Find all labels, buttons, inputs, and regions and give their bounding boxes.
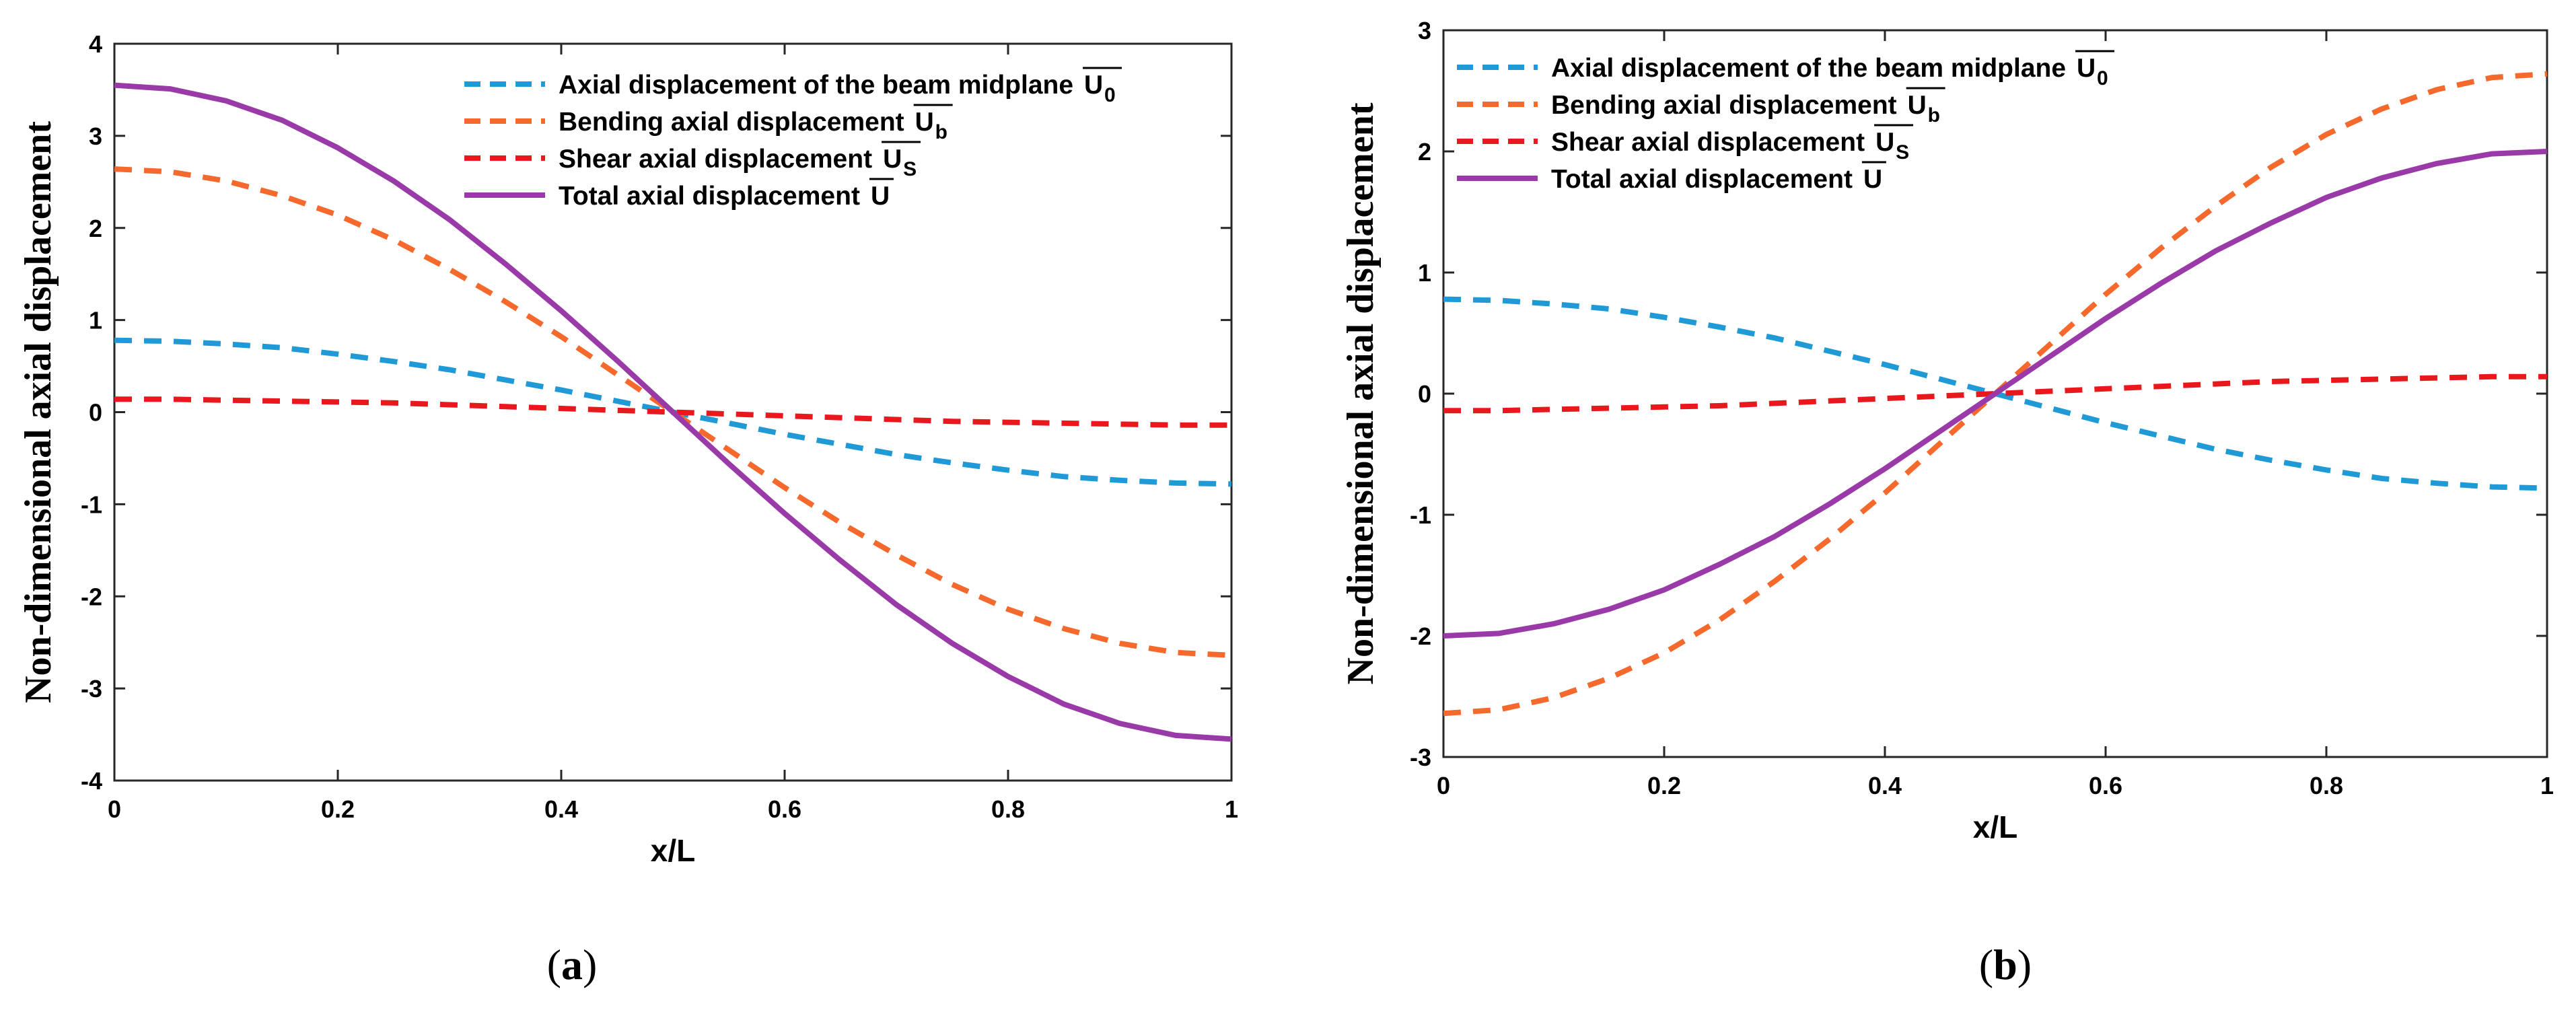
- y-axis-title: Non-dimensional axial displacement: [17, 121, 59, 703]
- y-axis-title: Non-dimensional axial displacement: [1340, 102, 1382, 684]
- legend-0-symbol: U: [1084, 71, 1103, 100]
- legend-2-symbol: U: [1875, 128, 1894, 157]
- panel-label-letter: a: [561, 941, 583, 988]
- legend-0-subscript: 0: [1104, 84, 1116, 106]
- y-tick-label: -4: [81, 767, 102, 795]
- legend-1-symbol: U: [915, 108, 934, 137]
- y-tick-label: 0: [1418, 380, 1431, 408]
- legend-0-symbol: U: [2077, 54, 2096, 83]
- legend-2-symbol: U: [883, 145, 902, 174]
- panel-label: (b): [1979, 941, 2032, 988]
- x-tick-label: 0.4: [544, 795, 578, 823]
- y-tick-label: 1: [1418, 259, 1431, 287]
- y-tick-label: 2: [1418, 138, 1431, 166]
- x-tick-label: 0.2: [321, 795, 355, 823]
- legend-2-subscript: S: [903, 158, 917, 180]
- x-tick-label: 0.8: [2310, 772, 2343, 799]
- legend-label: Shear axial displacement: [1551, 128, 1865, 157]
- legend-item: Shear axial displacement U S: [464, 141, 921, 180]
- chart-panel-a: 0 0.2 0.4 0.6 0.8 1 -4 -3 -2 -1 0 1 2 3 4 x/L Non-dimens…: [17, 30, 1238, 988]
- legend-0-subscript: 0: [2097, 67, 2108, 89]
- legend-item: Shear axial displacement U S: [1457, 124, 1914, 164]
- panel-label-open: (: [1979, 941, 1993, 988]
- x-tick-label: 0.4: [1868, 772, 1902, 799]
- panel-label-letter: b: [1993, 941, 2017, 988]
- series-line-2: [1443, 373, 2547, 414]
- legend-3-symbol: U: [871, 182, 890, 211]
- legend: Axial displacement of the beam midplane U…: [464, 67, 1122, 211]
- legend-label: Total axial displacement: [1551, 165, 1853, 194]
- panel-label-close: ): [2017, 941, 2032, 988]
- x-tick-label: 0.6: [2089, 772, 2122, 799]
- legend-label: Bending axial displacement: [559, 108, 904, 137]
- y-tick-label: 3: [89, 122, 102, 150]
- x-axis-title: x/L: [1973, 809, 2017, 844]
- y-tick-label: 0: [89, 399, 102, 427]
- x-tick-label: 1: [1225, 795, 1238, 823]
- legend-3-symbol: U: [1863, 165, 1882, 194]
- series-line-0: [1443, 296, 2548, 491]
- panel-label-open: (: [547, 941, 561, 988]
- chart-panel-b: 0 0.2 0.4 0.6 0.8 1 -3 -2 -1 0 1 2 3 x/L Non-dimension…: [1340, 17, 2554, 988]
- y-tick-label: -3: [1410, 744, 1431, 771]
- y-tick-label: 1: [89, 307, 102, 334]
- x-tick-label: 0.6: [768, 795, 801, 823]
- legend-label: Axial displacement of the beam midplane: [1551, 54, 2066, 83]
- panel-label: (a): [547, 941, 598, 988]
- legend-1-subscript: b: [935, 121, 947, 143]
- series-line-2: [114, 396, 1231, 428]
- legend-1-subscript: b: [1928, 104, 1940, 127]
- series-line-3: [114, 82, 1232, 742]
- x-tick-label: 0: [1437, 772, 1450, 799]
- y-tick-label: -1: [1410, 501, 1431, 529]
- y-tick-label: -2: [81, 583, 102, 610]
- y-tick-label: -2: [1410, 622, 1431, 650]
- x-tick-label: 1: [2540, 772, 2554, 799]
- legend-item: Axial displacement of the beam midplane U…: [1457, 50, 2115, 89]
- y-tick-label: -1: [81, 491, 102, 518]
- legend: Axial displacement of the beam midplane U…: [1457, 50, 2115, 194]
- legend-item: Total axial displacement U: [464, 178, 894, 211]
- x-tick-label: 0: [108, 795, 121, 823]
- legend-label: Axial displacement of the beam midplane: [559, 71, 1073, 100]
- legend-item: Total axial displacement U: [1457, 161, 1886, 194]
- x-axis-title: x/L: [651, 833, 695, 868]
- legend-label: Shear axial displacement: [559, 145, 872, 174]
- legend-label: Total axial displacement: [559, 182, 860, 211]
- x-tick-label: 0.2: [1647, 772, 1681, 799]
- series-line-3: [1443, 149, 2548, 639]
- legend-2-subscript: S: [1896, 141, 1909, 164]
- y-tick-label: 2: [89, 215, 102, 242]
- panel-label-close: ): [583, 941, 597, 988]
- series-line-1: [114, 166, 1232, 658]
- y-tick-label: -3: [81, 675, 102, 702]
- x-tick-label: 0.8: [991, 795, 1025, 823]
- y-tick-label: 4: [89, 30, 102, 58]
- panels: 0 0.2 0.4 0.6 0.8 1 -4 -3 -2 -1 0 1 2 3 4 x/L Non-dimens…: [17, 17, 2554, 988]
- y-tick-label: 3: [1418, 17, 1431, 44]
- legend-item: Axial displacement of the beam midplane U…: [464, 67, 1122, 106]
- legend-1-symbol: U: [1908, 91, 1927, 120]
- legend-label: Bending axial displacement: [1551, 91, 1897, 120]
